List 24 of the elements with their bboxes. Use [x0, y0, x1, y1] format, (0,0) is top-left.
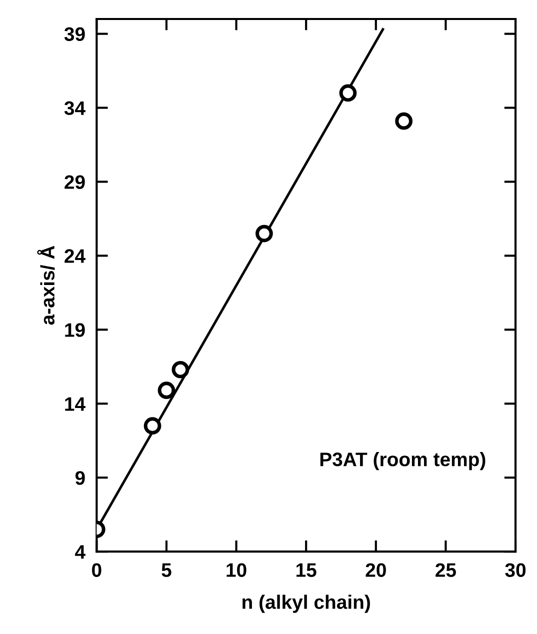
- y-tick-label: 29: [64, 175, 85, 189]
- x-tick-label: 0: [92, 563, 102, 577]
- annotation: P3AT (room temp): [320, 452, 486, 470]
- x-axis-title: n (alkyl chain): [242, 594, 370, 613]
- y-tick-label: 4: [75, 545, 86, 559]
- point: [172, 360, 190, 378]
- x-tick-label: 30: [505, 563, 526, 577]
- point: [144, 417, 162, 435]
- y-tick-label: 34: [64, 101, 86, 116]
- y-tick-label: 24: [64, 249, 86, 263]
- point: [158, 382, 176, 400]
- point: [256, 224, 273, 242]
- point: [339, 84, 357, 102]
- x-tick-label: 15: [296, 563, 316, 577]
- x-tick-label: 20: [366, 563, 386, 577]
- y-tick-label: 9: [75, 471, 85, 485]
- y-tick-label: 19: [65, 323, 85, 337]
- x-tick-label: 5: [162, 563, 172, 577]
- point: [395, 112, 413, 130]
- x-tick-label: 10: [226, 563, 246, 577]
- x-tick-label: 25: [436, 563, 456, 577]
- y-tick-label: 14: [65, 397, 86, 411]
- y-tick-label: 39: [64, 27, 85, 42]
- y-axis-title: a-axis/ Å: [37, 246, 55, 325]
